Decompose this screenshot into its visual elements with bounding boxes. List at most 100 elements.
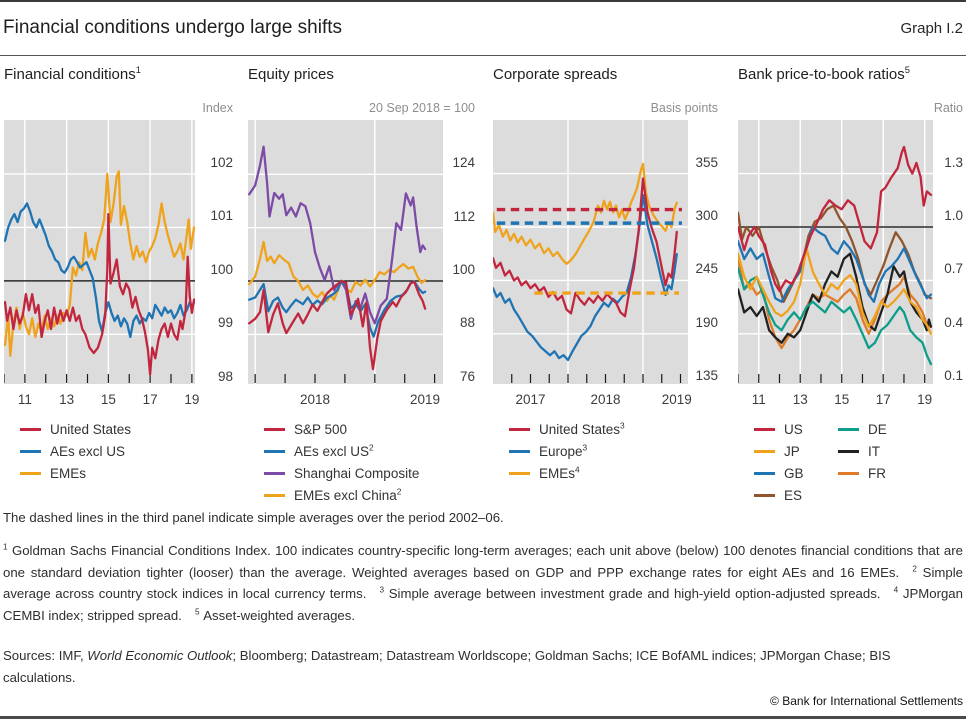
legend-label-emes: EMEs4 bbox=[539, 464, 580, 481]
legend-item-us: US bbox=[754, 421, 803, 437]
y-tick-label-corporate-spreads: 355 bbox=[695, 154, 718, 170]
legend-item-aes-excl-us: AEs excl US2 bbox=[264, 443, 374, 459]
y-tick-label-bank-price-to-book: 0.4 bbox=[944, 314, 963, 330]
legend-item-de: DE bbox=[838, 421, 887, 437]
title-rule bbox=[0, 55, 966, 56]
legend-item-emes: EMEs bbox=[20, 465, 86, 481]
legend-swatch-emes bbox=[509, 471, 530, 475]
y-tick-label-equity-prices: 88 bbox=[459, 315, 475, 331]
legend-label-aes-excl-us: AEs excl US bbox=[50, 443, 126, 459]
legend-item-es: ES bbox=[754, 487, 802, 503]
legend-label-s-p-500: S&P 500 bbox=[294, 421, 348, 437]
x-tick-label-bank-price-to-book: 11 bbox=[751, 392, 766, 407]
legend-label-fr: FR bbox=[868, 465, 886, 481]
y-tick-label-bank-price-to-book: 1.3 bbox=[944, 154, 963, 170]
legend-item-europe: Europe3 bbox=[509, 443, 587, 459]
y-tick-label-equity-prices: 112 bbox=[453, 208, 475, 224]
legend-swatch-gb bbox=[754, 471, 775, 475]
y-tick-label-financial-conditions: 98 bbox=[217, 368, 233, 384]
legend-swatch-emes-excl-china bbox=[264, 493, 285, 497]
series-line-emes-excl-china bbox=[248, 240, 427, 303]
legend-label-jp: JP bbox=[784, 443, 800, 459]
y-tick-label-bank-price-to-book: 0.1 bbox=[944, 368, 963, 384]
series-line-fr bbox=[738, 257, 933, 350]
legend-item-united-states: United States bbox=[20, 421, 131, 437]
legend-label-united-states: United States bbox=[50, 421, 132, 437]
legend-label-es: ES bbox=[784, 487, 803, 503]
series-line-us bbox=[738, 145, 933, 293]
footnote-marker-3: 3 bbox=[379, 585, 385, 595]
x-tick-label-equity-prices: 2019 bbox=[410, 392, 441, 407]
x-tick-label-bank-price-to-book: 15 bbox=[834, 392, 850, 407]
axis-unit-financial-conditions: Index bbox=[202, 101, 233, 115]
series-line-s-p-500 bbox=[248, 279, 427, 371]
legend-item-aes-excl-us: AEs excl US bbox=[20, 443, 125, 459]
plot-equity-prices bbox=[248, 120, 443, 384]
series-line-it bbox=[738, 252, 933, 344]
title-row: Financial conditions undergo large shift… bbox=[3, 13, 963, 47]
x-tick-label-corporate-spreads: 2017 bbox=[515, 392, 546, 407]
legend-item-fr: FR bbox=[838, 465, 886, 481]
series-line-emes bbox=[4, 170, 195, 357]
series-line-europe bbox=[493, 193, 678, 362]
bottom-rule bbox=[0, 716, 966, 719]
y-tick-label-corporate-spreads: 135 bbox=[695, 368, 718, 384]
legend-swatch-shanghai-composite bbox=[264, 471, 285, 475]
legend-swatch-es bbox=[754, 493, 775, 497]
y-tick-label-bank-price-to-book: 0.7 bbox=[944, 261, 963, 277]
panel-title-sup: 5 bbox=[904, 65, 910, 75]
x-tick-label-bank-price-to-book: 13 bbox=[792, 392, 808, 407]
legend-item-emes-excl-china: EMEs excl China2 bbox=[264, 487, 401, 503]
y-tick-label-corporate-spreads: 300 bbox=[695, 207, 718, 223]
y-tick-label-equity-prices: 124 bbox=[452, 155, 475, 171]
y-tick-label-equity-prices: 100 bbox=[452, 262, 475, 278]
panel-title-financial-conditions: Financial conditions1 bbox=[4, 65, 141, 83]
axis-unit-bank-price-to-book: Ratio bbox=[933, 101, 963, 115]
legend-label-aes-excl-us: AEs excl US2 bbox=[294, 442, 374, 459]
panel-title-corporate-spreads: Corporate spreads bbox=[493, 66, 618, 83]
dashed-lines-note: The dashed lines in the third panel indi… bbox=[3, 510, 504, 525]
legend-swatch-us bbox=[754, 427, 775, 431]
x-tick-label-bank-price-to-book: 19 bbox=[917, 392, 933, 407]
axis-unit-equity-prices: 20 Sep 2018 = 100 bbox=[369, 101, 475, 115]
legend-item-emes: EMEs4 bbox=[509, 465, 580, 481]
footnote-marker-4: 4 bbox=[893, 585, 899, 595]
legend-label-de: DE bbox=[868, 421, 887, 437]
series-line-united-states bbox=[4, 212, 195, 376]
legend-swatch-jp bbox=[754, 449, 775, 453]
footnotes-paragraph: 1 Goldman Sachs Financial Conditions Ind… bbox=[3, 542, 963, 623]
x-tick-label-financial-conditions: 19 bbox=[184, 392, 200, 407]
legend-item-jp: JP bbox=[754, 443, 800, 459]
panel-title-sup: 1 bbox=[135, 65, 141, 75]
legend-swatch-de bbox=[838, 427, 859, 431]
x-tick-label-corporate-spreads: 2019 bbox=[661, 392, 692, 407]
series-line-united-states bbox=[493, 177, 678, 318]
y-tick-label-financial-conditions: 100 bbox=[210, 261, 233, 277]
legend-label-gb: GB bbox=[784, 465, 804, 481]
axis-unit-corporate-spreads: Basis points bbox=[650, 101, 718, 115]
y-tick-label-bank-price-to-book: 1.0 bbox=[944, 207, 963, 223]
legend-swatch-aes-excl-us bbox=[264, 449, 285, 453]
series-line-de bbox=[738, 266, 933, 366]
legend-item-s-p-500: S&P 500 bbox=[264, 421, 347, 437]
legend-label-us: US bbox=[784, 421, 803, 437]
legend-swatch-europe bbox=[509, 449, 530, 453]
y-tick-label-financial-conditions: 101 bbox=[210, 208, 233, 224]
sources-prefix: Sources: IMF, bbox=[3, 648, 88, 663]
panel-title-bank-price-to-book: Bank price-to-book ratios5 bbox=[738, 65, 910, 83]
x-tick-label-financial-conditions: 17 bbox=[142, 392, 158, 407]
x-tick-label-bank-price-to-book: 17 bbox=[875, 392, 891, 407]
legend-label-emes: EMEs bbox=[50, 465, 87, 481]
legend-swatch-s-p-500 bbox=[264, 427, 285, 431]
series-line-gb bbox=[738, 225, 933, 303]
x-tick-label-financial-conditions: 13 bbox=[59, 392, 75, 407]
legend-swatch-emes bbox=[20, 471, 41, 475]
legend-label-europe: Europe3 bbox=[539, 442, 588, 459]
footnote-marker-1: 1 bbox=[3, 542, 8, 552]
legend-label-emes-excl-china: EMEs excl China2 bbox=[294, 486, 402, 503]
legend-label-it: IT bbox=[868, 443, 880, 459]
legend-item-shanghai-composite: Shanghai Composite bbox=[264, 465, 419, 481]
page-title: Financial conditions undergo large shift… bbox=[3, 17, 343, 38]
plot-corporate-spreads bbox=[493, 120, 688, 384]
